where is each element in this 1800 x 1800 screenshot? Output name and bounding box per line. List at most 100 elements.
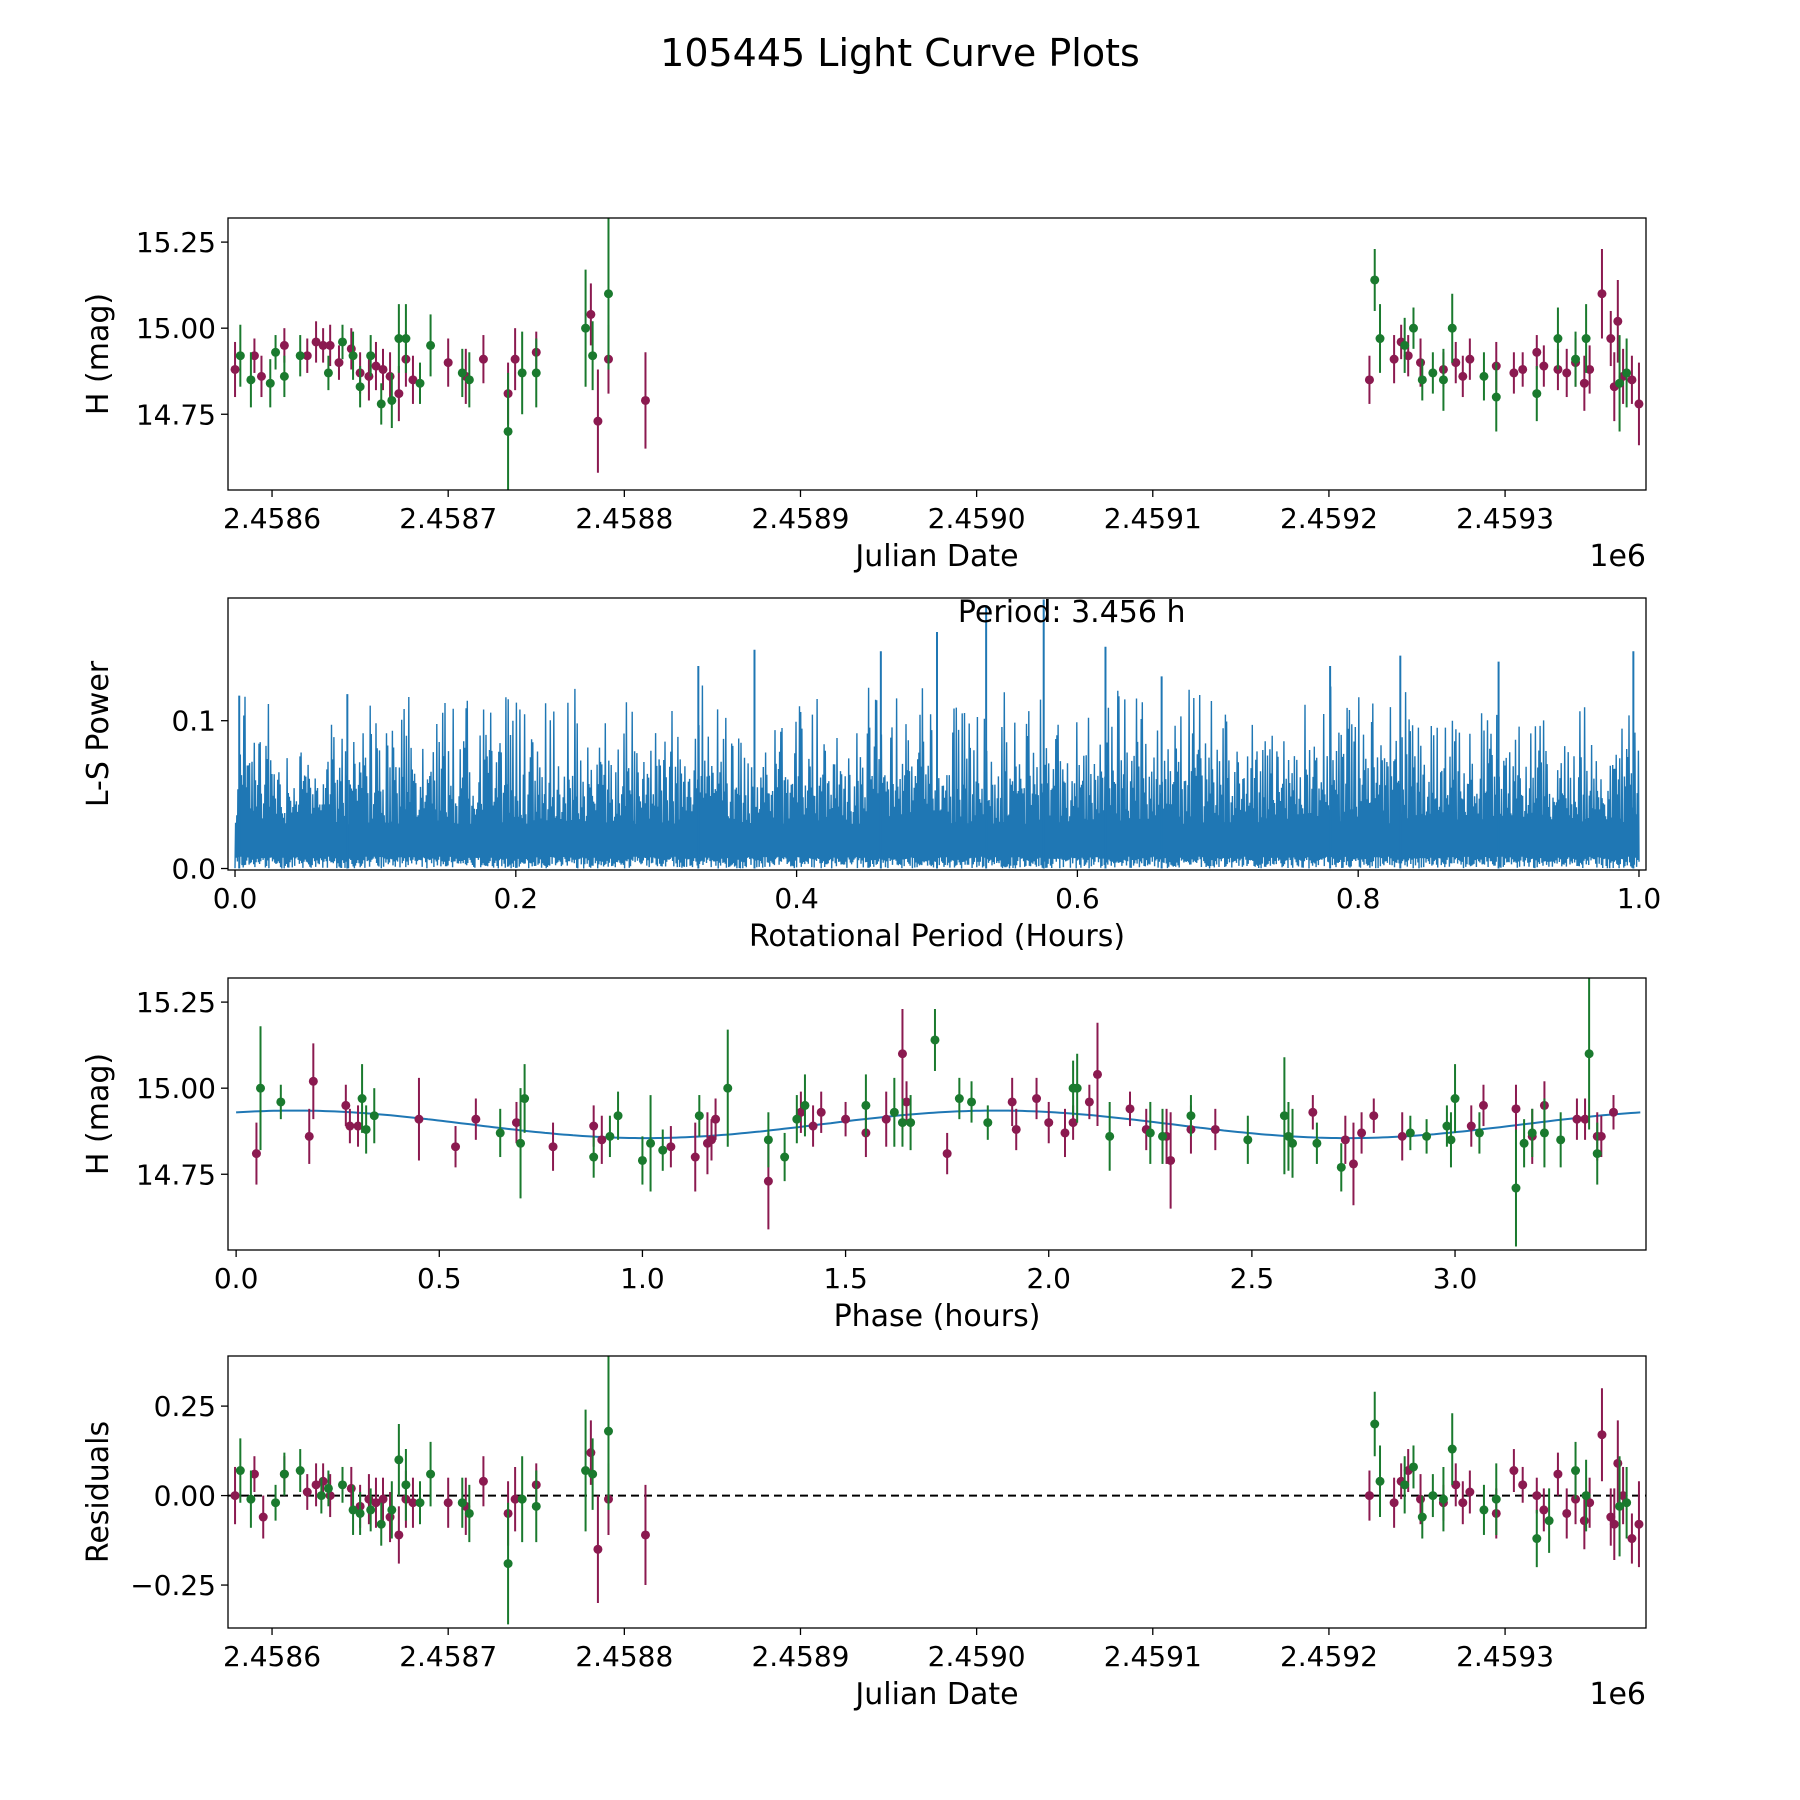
series_a-point <box>443 1498 453 1508</box>
series_b-point <box>1400 340 1410 350</box>
series_a-point <box>796 1107 806 1117</box>
series_b-point <box>235 1466 245 1476</box>
series_b-point <box>295 351 305 361</box>
series_b-point <box>1571 1466 1581 1476</box>
series_a-point <box>1007 1097 1017 1107</box>
series_a-point <box>311 337 321 347</box>
series_b-point <box>531 1501 541 1511</box>
series_a-point <box>1634 1519 1644 1529</box>
x-tick-label: 0.6 <box>1055 882 1100 915</box>
y-tick-label: 15.00 <box>136 1072 216 1105</box>
x-tick-label: 2.4591 <box>1104 502 1202 535</box>
x-tick-label: 0.4 <box>774 882 819 915</box>
series_a-point <box>1613 1458 1623 1468</box>
series_a-point <box>1562 1508 1572 1518</box>
phased-frame <box>227 977 1647 1251</box>
series_a-point <box>1364 1491 1374 1501</box>
series_b-point <box>503 426 513 436</box>
series_b-point <box>694 1111 704 1121</box>
series_b-point <box>1532 1534 1542 1544</box>
series_b-point <box>376 399 386 409</box>
series_b-point <box>780 1152 790 1162</box>
series_b-point <box>503 1559 513 1569</box>
series_b-point <box>1447 1444 1457 1454</box>
y-tick-label: −0.25 <box>130 1569 216 1602</box>
series_b-point <box>279 1469 289 1479</box>
series_a-point <box>302 351 312 361</box>
series_b-point <box>457 1498 467 1508</box>
series_a-point <box>1539 361 1549 371</box>
series_a-point <box>1458 371 1468 381</box>
series_a-point <box>690 1152 700 1162</box>
lightcurve-frame <box>227 217 1647 491</box>
series_a-point <box>1397 1131 1407 1141</box>
y-tick-label: 15.25 <box>136 986 216 1019</box>
series_a-point <box>249 1469 259 1479</box>
series_a-point <box>302 1487 312 1497</box>
series_a-point <box>707 1135 717 1145</box>
series_b-point <box>1615 378 1625 388</box>
series_a-point <box>1416 358 1426 368</box>
periodogram-plot-area <box>234 599 1640 869</box>
x-tick-label: 2.4586 <box>223 1640 321 1673</box>
series_a-point <box>311 1480 321 1490</box>
series_a-point <box>1627 375 1637 385</box>
series_b-point <box>897 1118 907 1128</box>
series_a-point <box>593 416 603 426</box>
series_b-point <box>520 1094 530 1104</box>
series_a-point <box>318 340 328 350</box>
series_b-point <box>1446 1135 1456 1145</box>
series_b-point <box>1539 1128 1549 1138</box>
series_b-point <box>401 1480 411 1490</box>
series_b-point <box>495 1128 505 1138</box>
series_a-point <box>279 340 289 350</box>
series_a-point <box>881 1114 891 1124</box>
periodogram-panel: 0.0 0.2 0.4 0.6 0.8 1.0 0.0 0.1 Rotational Perio… <box>81 595 1661 954</box>
series_a-point <box>1509 1466 1519 1476</box>
series_b-point <box>906 1118 916 1128</box>
series_a-point <box>1562 368 1572 378</box>
x-tick-label: 1.0 <box>620 1262 665 1295</box>
x-tick-label: 2.4593 <box>1456 502 1554 535</box>
series_b-point <box>1279 1111 1289 1121</box>
x-tick-label: 0.5 <box>417 1262 462 1295</box>
series_b-point <box>1544 1516 1554 1526</box>
periodogram-ylabel: L-S Power <box>81 660 116 807</box>
figure-title: 105445 Light Curve Plots <box>660 31 1140 75</box>
series_a-point <box>1092 1069 1102 1079</box>
x-tick-label: 2.4587 <box>399 502 497 535</box>
series_b-point <box>1581 1491 1591 1501</box>
series_b-point <box>588 1469 598 1479</box>
series_b-point <box>1592 1149 1602 1159</box>
series_a-point <box>841 1114 851 1124</box>
series_a-point <box>1580 1114 1590 1124</box>
series_b-point <box>357 1094 367 1104</box>
series_b-point <box>1479 371 1489 381</box>
y-tick-label: 14.75 <box>136 398 216 431</box>
residuals-plot-area <box>228 1356 1646 1625</box>
series_b-point <box>967 1097 977 1107</box>
series_b-point <box>1400 1480 1410 1490</box>
series_a-point <box>1609 1519 1619 1529</box>
lightcurve-xlabel: Julian Date <box>853 539 1018 574</box>
series_a-point <box>1585 1498 1595 1508</box>
series_a-point <box>364 371 374 381</box>
y-tick-label: 15.00 <box>136 312 216 345</box>
series_b-point <box>1288 1138 1298 1148</box>
series_b-point <box>323 368 333 378</box>
series_b-point <box>954 1094 964 1104</box>
series_a-point <box>1518 1480 1528 1490</box>
x-tick-label: 3.0 <box>1433 1262 1478 1295</box>
x-tick-label: 0.0 <box>214 1262 259 1295</box>
series_b-point <box>1145 1128 1155 1138</box>
series_a-point <box>1597 289 1607 299</box>
phased-panel: 0.0 0.5 1.0 1.5 2.0 2.5 3.0 14.75 15.00 15.25 Phas… <box>81 977 1647 1334</box>
x-tick-label: 2.4588 <box>575 502 673 535</box>
series_a-point <box>414 1114 424 1124</box>
series_b-point <box>376 1519 386 1529</box>
series_b-point <box>1491 1494 1501 1504</box>
series_b-point <box>1370 1419 1380 1429</box>
series_a-point <box>640 395 650 405</box>
series_a-point <box>378 1494 388 1504</box>
series_b-point <box>1442 1121 1452 1131</box>
